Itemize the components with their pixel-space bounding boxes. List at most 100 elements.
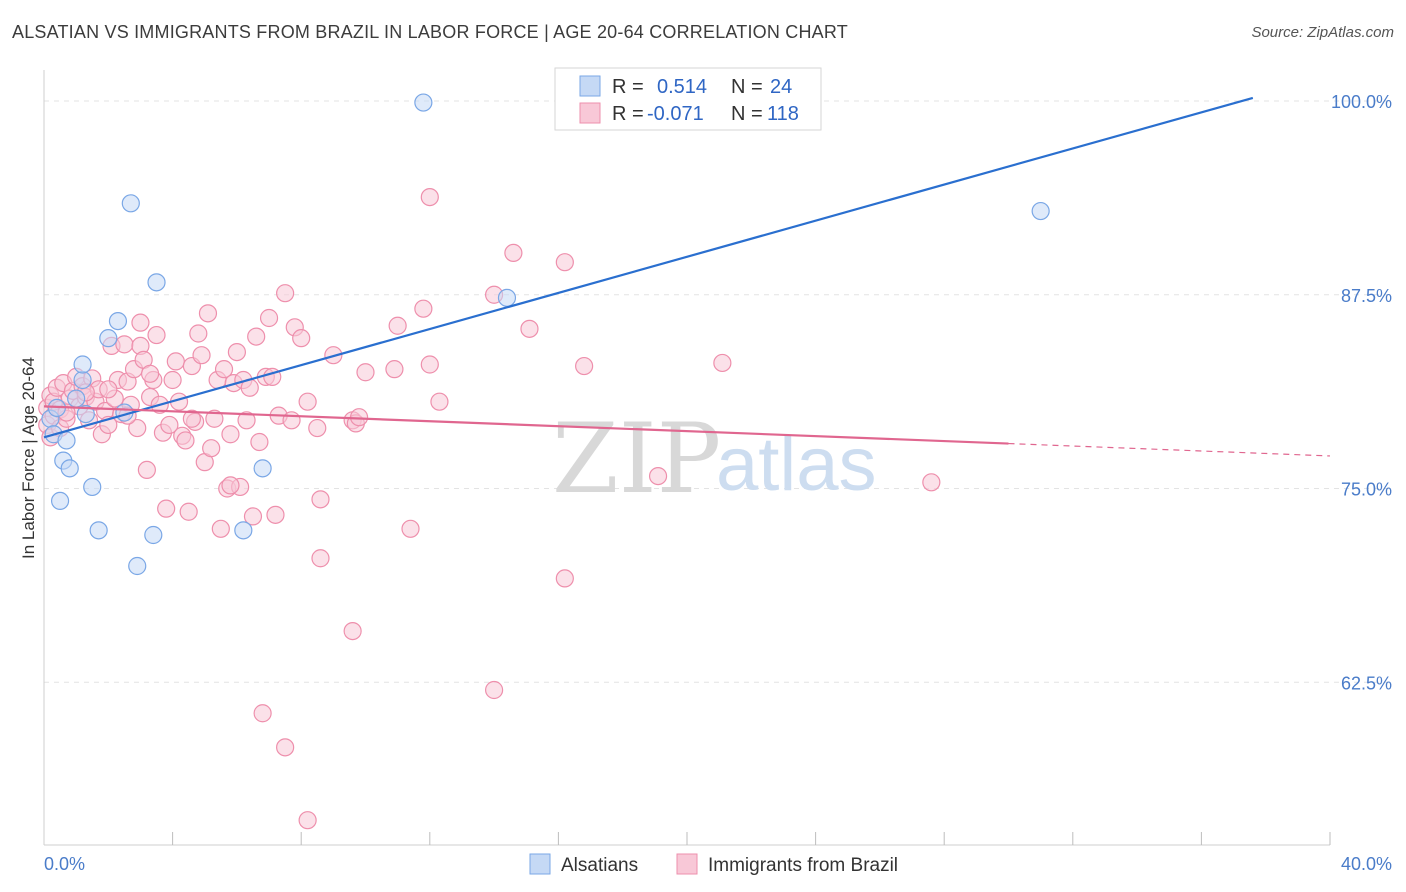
brazil-point (311, 490, 330, 509)
x-tick-label-min: 0.0% (44, 854, 85, 874)
series-alsatians-points (41, 93, 1050, 576)
brazil-point (221, 476, 240, 495)
brazil-point (276, 284, 295, 303)
y-tick-label: 62.5% (1341, 673, 1392, 693)
legend-r-label-brazil: R = (612, 103, 644, 125)
brazil-point (221, 425, 240, 444)
alsatian-point (57, 431, 76, 450)
alsatian-point (73, 355, 92, 374)
legend-n-label-alsatians: N = (731, 76, 763, 98)
brazil-point (163, 370, 182, 390)
y-tick-labels: 100.0% 87.5% 75.0% 62.5% (1331, 92, 1392, 693)
brazil-point (648, 467, 668, 486)
alsatian-point (108, 312, 128, 331)
brazil-point (298, 811, 317, 830)
alsatian-point (147, 273, 166, 292)
brazil-point (420, 188, 439, 207)
brazil-point (189, 324, 208, 343)
y-tick-label: 75.0% (1341, 480, 1392, 500)
brazil-point (157, 499, 176, 518)
alsatian-point (414, 93, 433, 112)
alsatian-point (253, 459, 272, 478)
alsatian-point (60, 459, 79, 478)
brazil-point (131, 313, 150, 332)
brazil-point (182, 409, 201, 428)
bottom-legend-swatch-alsatians (529, 853, 551, 875)
legend-n-value-alsatians: 24 (770, 76, 792, 98)
brazil-point (401, 519, 420, 538)
legend-n-value-brazil: 118 (767, 103, 799, 125)
brazil-point (555, 253, 574, 272)
brazil-point (282, 411, 301, 430)
brazil-point (414, 299, 433, 318)
x-tick-label-max: 40.0% (1341, 854, 1392, 874)
brazil-point (214, 360, 234, 379)
brazil-point (166, 352, 185, 371)
bottom-legend-swatch-brazil (676, 853, 698, 875)
bottom-legend-label-brazil: Immigrants from Brazil (708, 855, 898, 876)
legend-n-label-brazil: N = (731, 103, 763, 125)
brazil-point (237, 411, 256, 430)
chart-title: ALSATIAN VS IMMIGRANTS FROM BRAZIL IN LA… (12, 22, 848, 42)
legend-swatch-alsatians (579, 75, 601, 97)
brazil-point (298, 392, 317, 411)
brazil-point (243, 507, 263, 526)
alsatian-point (76, 405, 95, 424)
brazil-point (253, 704, 272, 723)
brazil-point (176, 431, 195, 450)
brazil-point (147, 325, 166, 345)
alsatian-point (1031, 201, 1050, 221)
brazil-point (99, 380, 118, 399)
legend-r-label-alsatians: R = (612, 76, 644, 98)
brazil-point (575, 356, 594, 376)
brazil-point (192, 346, 211, 365)
brazil-point (485, 680, 504, 700)
series-brazil-points (38, 188, 941, 830)
brazil-point (160, 415, 179, 435)
brazil-point (308, 418, 327, 438)
brazil-point (211, 519, 230, 538)
brazil-point (713, 353, 732, 373)
bottom-legend-label-alsatians: Alsatians (561, 855, 638, 876)
brazil-point (202, 439, 221, 458)
alsatian-point (144, 525, 163, 545)
brazil-point (115, 335, 134, 354)
alsatian-point (497, 288, 517, 307)
brazil-point (504, 243, 523, 262)
legend-r-value-brazil: -0.071 (647, 103, 704, 125)
alsatian-point (128, 556, 147, 576)
brazil-point (227, 343, 246, 362)
brazil-point (311, 549, 330, 568)
alsatian-point (234, 521, 253, 540)
brazil-point (140, 364, 160, 383)
brazil-trend-line (43, 405, 1009, 445)
alsatian-point (89, 521, 108, 540)
brazil-point (420, 355, 439, 374)
brazil-point (179, 502, 198, 521)
series-legend: Alsatians Immigrants from Brazil (529, 853, 898, 876)
alsatian-point (67, 389, 86, 408)
brazil-point (128, 418, 147, 438)
brazil-point (205, 409, 224, 428)
watermark-zip: ZIP (552, 403, 721, 515)
y-tick-label: 100.0% (1331, 92, 1392, 112)
brazil-point (388, 316, 407, 335)
alsatian-point (83, 477, 102, 497)
brazil-trend-extension (1008, 442, 1331, 457)
brazil-point (276, 738, 295, 757)
brazil-point (520, 319, 539, 338)
brazil-point (430, 392, 449, 411)
brazil-point (292, 329, 311, 348)
brazil-point (343, 621, 362, 641)
source-label: Source: ZipAtlas.com (1251, 24, 1394, 41)
brazil-point (247, 327, 266, 346)
brazil-point (385, 360, 404, 379)
brazil-point (250, 432, 269, 452)
y-tick-label: 87.5% (1341, 286, 1392, 306)
correlation-legend: R = 0.514 N = 24 R = -0.071 N = 118 (554, 67, 822, 131)
brazil-point (356, 363, 375, 382)
alsatian-point (121, 194, 140, 213)
legend-swatch-brazil (579, 102, 601, 124)
trend-lines (43, 96, 1331, 457)
